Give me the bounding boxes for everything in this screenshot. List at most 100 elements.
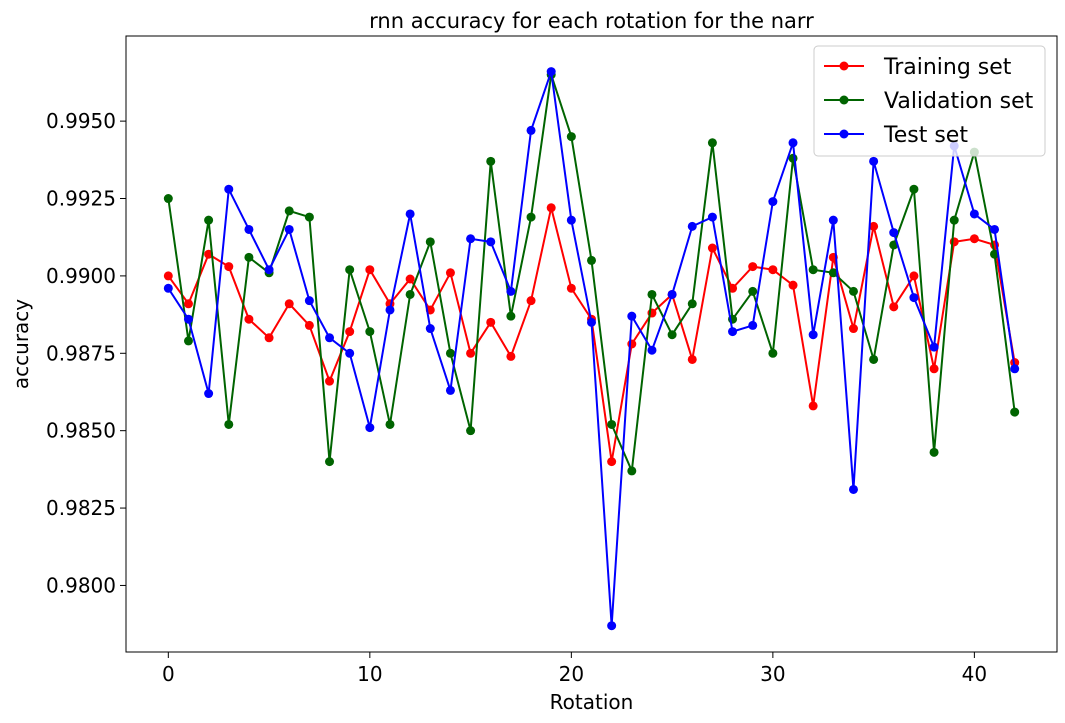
legend-swatch-marker: [839, 95, 849, 105]
data-point-validation-set: [445, 348, 455, 358]
data-point-validation-set: [627, 466, 637, 476]
data-point-training-set: [183, 299, 193, 309]
data-point-validation-set: [345, 265, 355, 275]
y-tick-label: 0.9875: [46, 341, 116, 365]
data-point-test-set: [304, 296, 314, 306]
data-point-test-set: [647, 345, 657, 355]
data-point-training-set: [768, 265, 778, 275]
data-point-training-set: [808, 401, 818, 411]
data-point-training-set: [546, 203, 556, 213]
data-point-training-set: [909, 271, 919, 281]
series-validation-set: [163, 70, 1020, 476]
data-point-training-set: [707, 243, 717, 253]
data-point-test-set: [405, 209, 415, 219]
data-point-test-set: [224, 184, 234, 194]
data-point-validation-set: [163, 194, 173, 204]
data-point-test-set: [506, 286, 516, 296]
legend-label: Training set: [883, 55, 1012, 80]
data-point-validation-set: [587, 255, 596, 265]
data-point-test-set: [546, 67, 556, 77]
data-point-test-set: [466, 234, 476, 244]
data-point-validation-set: [607, 419, 617, 429]
data-point-training-set: [848, 324, 858, 334]
data-point-test-set: [768, 197, 778, 207]
legend-label: Test set: [883, 123, 968, 148]
data-point-validation-set: [828, 268, 838, 278]
data-point-training-set: [526, 296, 536, 306]
data-point-validation-set: [667, 330, 677, 340]
data-point-validation-set: [224, 419, 234, 429]
x-axis-title: Rotation: [550, 690, 634, 714]
data-point-training-set: [365, 265, 375, 275]
data-point-training-set: [869, 221, 879, 231]
data-point-test-set: [889, 228, 899, 238]
y-tick-label: 0.9925: [46, 187, 116, 211]
data-point-validation-set: [365, 327, 375, 337]
data-point-test-set: [385, 305, 395, 315]
data-point-validation-set: [466, 426, 476, 436]
legend-item-training-set: Training set: [824, 55, 1012, 80]
data-point-test-set: [183, 314, 193, 324]
data-point-validation-set: [183, 336, 193, 346]
data-point-training-set: [345, 327, 355, 337]
data-point-test-set: [204, 389, 214, 399]
data-point-training-set: [728, 283, 738, 293]
data-point-validation-set: [284, 206, 294, 216]
x-tick-label: 20: [559, 662, 584, 686]
data-point-test-set: [284, 224, 294, 234]
data-point-test-set: [587, 317, 596, 327]
data-point-validation-set: [1010, 407, 1020, 417]
legend-label: Validation set: [884, 89, 1034, 114]
data-point-validation-set: [748, 286, 758, 296]
legend-swatch-marker: [839, 61, 849, 71]
data-point-validation-set: [506, 311, 516, 321]
legend-swatch-marker: [839, 129, 849, 139]
data-point-validation-set: [425, 237, 435, 247]
data-point-validation-set: [566, 132, 576, 142]
data-point-test-set: [788, 138, 798, 148]
legend-item-validation-set: Validation set: [824, 89, 1034, 114]
data-point-test-set: [486, 237, 496, 247]
data-point-test-set: [929, 342, 939, 352]
data-point-test-set: [748, 320, 758, 330]
data-point-validation-set: [204, 215, 214, 225]
data-point-test-set: [808, 330, 818, 340]
y-tick-label: 0.9900: [46, 264, 116, 288]
data-point-training-set: [466, 348, 476, 358]
data-point-validation-set: [647, 289, 657, 299]
data-point-training-set: [969, 234, 979, 244]
data-point-validation-set: [949, 215, 959, 225]
data-point-test-set: [909, 293, 919, 303]
data-point-training-set: [889, 302, 899, 312]
data-point-test-set: [365, 423, 375, 433]
data-point-training-set: [929, 364, 939, 374]
data-point-test-set: [1010, 364, 1020, 374]
data-point-validation-set: [687, 299, 697, 309]
data-point-training-set: [264, 333, 274, 343]
data-point-test-set: [345, 348, 355, 358]
data-point-validation-set: [909, 184, 919, 194]
data-point-test-set: [627, 311, 637, 321]
data-point-test-set: [607, 621, 617, 631]
data-point-training-set: [244, 314, 254, 324]
y-tick-label: 0.9825: [46, 496, 116, 520]
data-point-training-set: [486, 317, 496, 327]
data-point-test-set: [687, 221, 697, 231]
x-tick-label: 0: [162, 662, 175, 686]
data-point-validation-set: [788, 153, 798, 163]
x-tick-label: 10: [357, 662, 382, 686]
data-point-validation-set: [526, 212, 536, 222]
y-axis-title: accuracy: [9, 299, 33, 389]
data-point-validation-set: [304, 212, 314, 222]
data-point-validation-set: [808, 265, 818, 275]
data-point-validation-set: [929, 447, 939, 457]
data-point-training-set: [748, 262, 758, 272]
data-point-training-set: [627, 339, 637, 349]
data-point-validation-set: [244, 252, 254, 262]
data-point-test-set: [667, 289, 677, 299]
data-point-training-set: [163, 271, 173, 281]
data-point-training-set: [506, 351, 516, 361]
data-point-validation-set: [325, 457, 335, 467]
data-point-validation-set: [707, 138, 717, 148]
